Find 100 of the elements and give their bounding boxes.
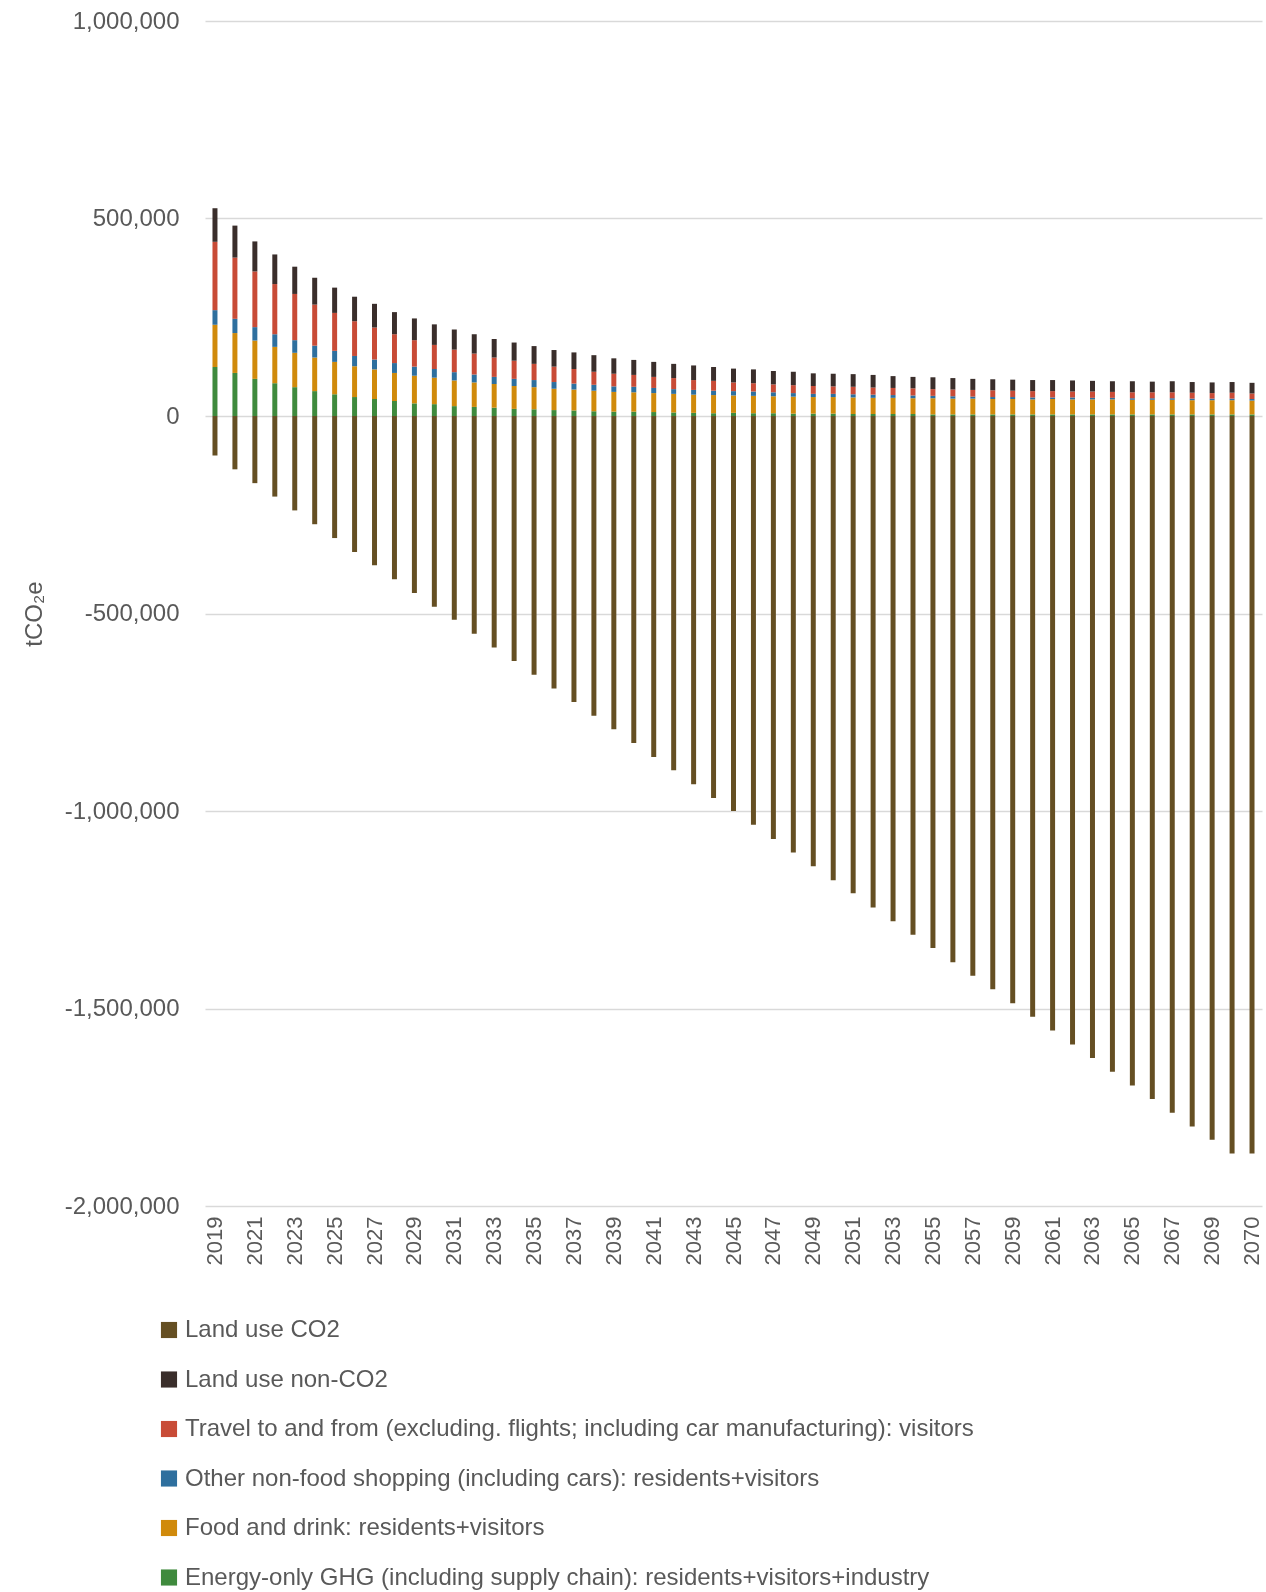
bar xyxy=(691,394,697,413)
bar xyxy=(431,404,437,416)
y-tick-label: -1,000,000 xyxy=(64,796,180,824)
bar xyxy=(551,410,557,416)
bar xyxy=(571,389,577,411)
bar xyxy=(870,374,876,388)
bar xyxy=(750,383,756,392)
bar xyxy=(711,395,717,414)
bar xyxy=(391,400,397,416)
y-axis-title: tCO₂e xyxy=(19,581,47,647)
bar xyxy=(1249,400,1255,415)
bar xyxy=(950,389,956,397)
bar xyxy=(810,385,816,394)
bar xyxy=(1249,416,1255,1154)
bar xyxy=(810,373,816,386)
bar xyxy=(312,357,318,392)
legend-label: Energy-only GHG (including supply chain): residents+visitors+industry xyxy=(185,1562,930,1590)
bar xyxy=(212,416,218,456)
x-tick-label: 2041 xyxy=(640,1216,666,1266)
bar xyxy=(750,416,756,825)
bar xyxy=(471,406,477,416)
bar xyxy=(471,416,477,634)
bar xyxy=(1109,381,1115,392)
bar xyxy=(611,386,617,392)
legend-label: Land use non-CO2 xyxy=(185,1364,388,1392)
bar xyxy=(332,287,338,313)
bar xyxy=(750,369,756,384)
bar xyxy=(471,374,477,383)
bar xyxy=(571,416,577,702)
bar xyxy=(711,367,717,381)
bar xyxy=(850,397,856,415)
bar xyxy=(451,416,457,620)
bar xyxy=(332,361,338,395)
bar xyxy=(531,380,537,388)
bar xyxy=(551,382,557,389)
bar xyxy=(611,358,617,374)
bar xyxy=(212,324,218,368)
bar xyxy=(830,386,836,394)
bar xyxy=(671,389,677,394)
bar xyxy=(890,387,896,396)
bar xyxy=(1149,381,1155,393)
bar xyxy=(471,353,477,375)
bar xyxy=(391,312,397,335)
bar xyxy=(930,416,936,949)
bar xyxy=(830,393,836,398)
bar xyxy=(1010,416,1016,1004)
bar xyxy=(551,366,557,383)
legend-label: Other non-food shopping (including cars): residents+visitors xyxy=(185,1463,820,1491)
bar xyxy=(790,371,796,386)
legend-label: Food and drink: residents+visitors xyxy=(185,1513,545,1540)
bar xyxy=(312,277,318,305)
bar xyxy=(491,416,497,648)
x-tick-label: 2037 xyxy=(560,1216,586,1266)
bar xyxy=(292,266,298,294)
bar xyxy=(1149,416,1155,1099)
bar xyxy=(770,384,776,393)
bar xyxy=(870,416,876,908)
bar xyxy=(511,408,517,416)
bar xyxy=(391,416,397,580)
bar xyxy=(272,334,278,347)
bar xyxy=(651,376,657,388)
bar xyxy=(372,359,378,370)
bar xyxy=(451,372,457,381)
bar xyxy=(910,388,916,396)
bar xyxy=(411,416,417,593)
bar xyxy=(312,416,318,525)
bar xyxy=(292,387,298,416)
bar xyxy=(312,304,318,346)
bar xyxy=(1030,391,1036,398)
bar xyxy=(910,395,916,399)
bar xyxy=(1010,390,1016,398)
bar xyxy=(611,416,617,730)
bar xyxy=(571,368,577,384)
bar xyxy=(511,378,517,386)
x-tick-label: 2065 xyxy=(1119,1216,1145,1266)
bar xyxy=(372,399,378,416)
bar xyxy=(1050,416,1056,1031)
bar xyxy=(970,416,976,976)
bar xyxy=(491,376,497,385)
bar xyxy=(292,352,298,388)
bar xyxy=(930,377,936,390)
bar xyxy=(671,412,677,416)
bar xyxy=(731,395,736,413)
bar xyxy=(352,366,358,398)
bar xyxy=(511,342,517,361)
bar xyxy=(531,363,537,381)
bar xyxy=(571,410,577,416)
bar xyxy=(890,376,896,388)
x-tick-label: 2059 xyxy=(999,1216,1025,1266)
bar xyxy=(1249,393,1255,400)
bar xyxy=(372,303,378,328)
bar xyxy=(750,391,756,396)
bar xyxy=(790,416,796,853)
bar xyxy=(232,416,238,470)
bar xyxy=(651,412,657,416)
bar xyxy=(990,379,996,391)
bar xyxy=(232,257,238,319)
bar xyxy=(312,391,318,416)
x-tick-label: 2023 xyxy=(281,1216,307,1266)
bar xyxy=(332,350,338,362)
